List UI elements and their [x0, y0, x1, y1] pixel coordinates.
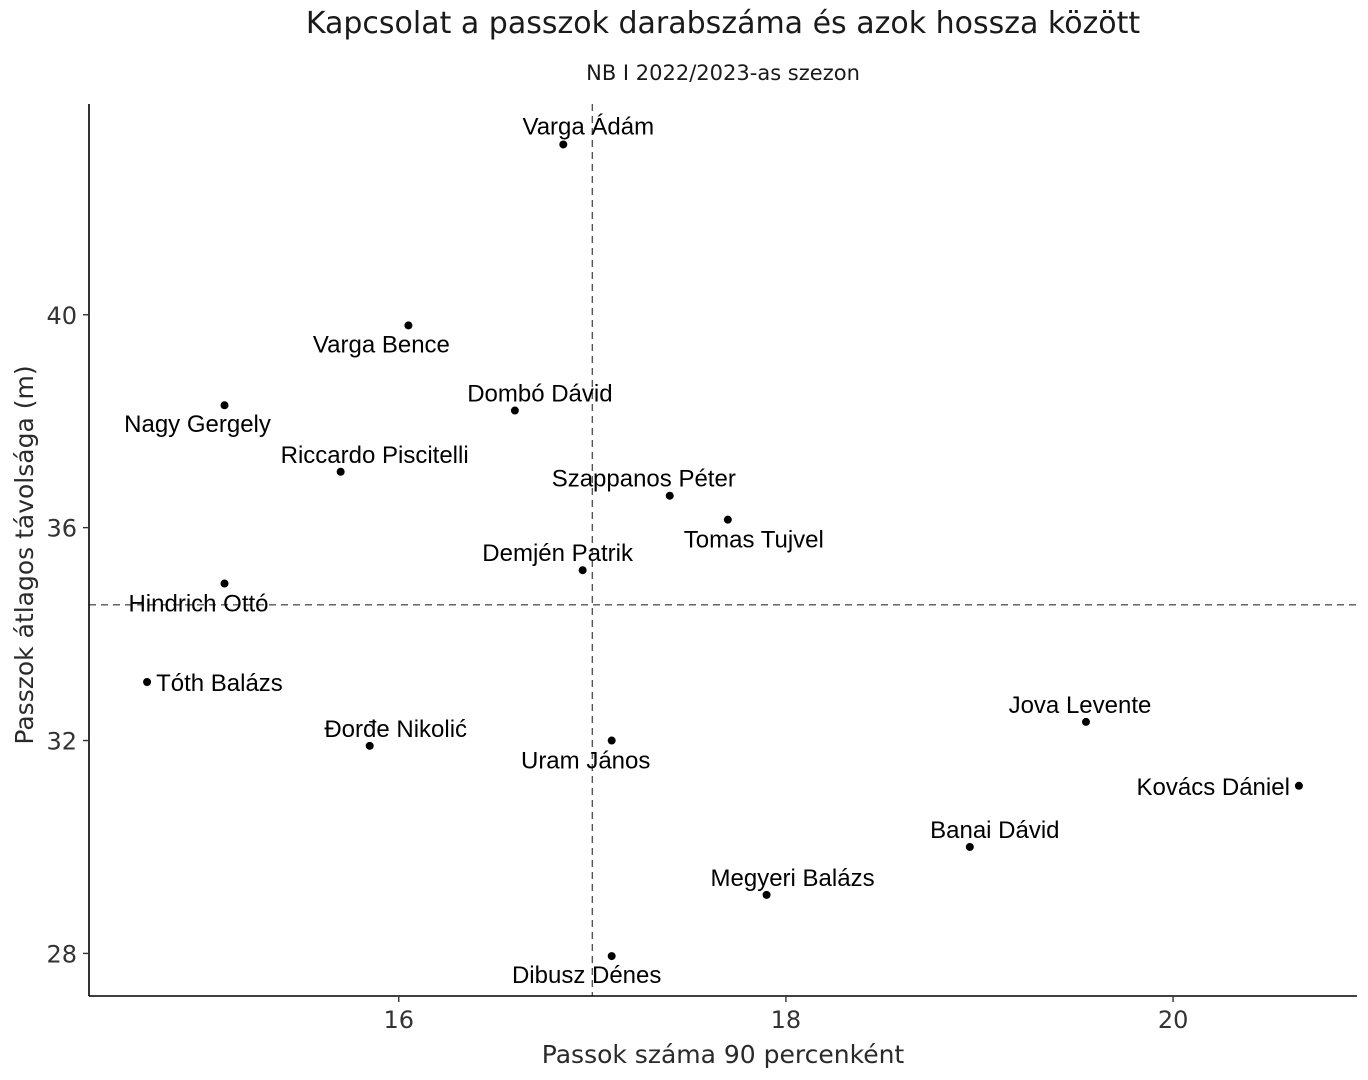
point-label: Nagy Gergely — [124, 411, 271, 438]
point-label: Tomas Tujvel — [684, 527, 824, 554]
point-labels: Varga Ádám Varga Bence Nagy Gergely Dombó D… — [124, 113, 1290, 989]
x-axis-title: Passok száma 90 percenként — [542, 1040, 905, 1069]
data-point — [762, 890, 771, 899]
point-label: Kovács Dániel — [1137, 774, 1290, 801]
point-label: Varga Ádám — [522, 113, 654, 140]
point-label: Demjén Patrik — [482, 540, 634, 567]
point-label: Megyeri Balázs — [711, 865, 875, 892]
point-label: Uram János — [521, 748, 650, 775]
y-tick-label: 28 — [46, 940, 77, 968]
data-point — [607, 952, 616, 961]
data-point — [220, 401, 229, 410]
data-point — [578, 566, 587, 575]
data-point — [365, 741, 374, 750]
point-label: Jova Levente — [1009, 692, 1152, 719]
chart-title: Kapcsolat a passzok darabszáma és azok h… — [306, 6, 1141, 41]
data-point — [607, 736, 616, 745]
data-point — [965, 842, 974, 851]
data-point — [723, 515, 732, 524]
y-axis-ticks: 28 32 36 40 — [46, 302, 89, 968]
reference-lines — [89, 104, 1357, 996]
data-point — [510, 406, 519, 415]
x-tick-label: 16 — [383, 1006, 414, 1034]
y-axis-title: Passzok átlagos távolsága (m) — [10, 365, 39, 744]
chart-subtitle: NB I 2022/2023-as szezon — [586, 61, 860, 85]
point-label: Dibusz Dénes — [512, 962, 661, 989]
data-point — [1294, 781, 1303, 790]
point-label: Đorđe Nikolić — [324, 716, 467, 743]
point-label: Dombó Dávid — [467, 381, 612, 408]
x-tick-label: 20 — [1158, 1006, 1189, 1034]
y-tick-label: 40 — [46, 302, 77, 330]
data-point — [665, 491, 674, 500]
y-tick-label: 32 — [46, 728, 77, 756]
y-tick-label: 36 — [46, 515, 77, 543]
data-point — [336, 467, 345, 476]
data-point — [404, 321, 413, 330]
data-point — [559, 140, 568, 149]
data-points — [143, 140, 1303, 961]
data-point — [143, 677, 152, 686]
point-label: Tóth Balázs — [156, 670, 283, 697]
point-label: Hindrich Ottó — [128, 591, 268, 618]
x-tick-label: 18 — [771, 1006, 802, 1034]
data-point — [220, 579, 229, 588]
x-axis-ticks: 16 18 20 — [383, 996, 1188, 1034]
point-label: Banai Dávid — [930, 817, 1059, 844]
data-point — [1081, 717, 1090, 726]
point-label: Riccardo Piscitelli — [281, 442, 469, 469]
point-label: Varga Bence — [313, 331, 450, 358]
point-label: Szappanos Péter — [552, 466, 736, 493]
